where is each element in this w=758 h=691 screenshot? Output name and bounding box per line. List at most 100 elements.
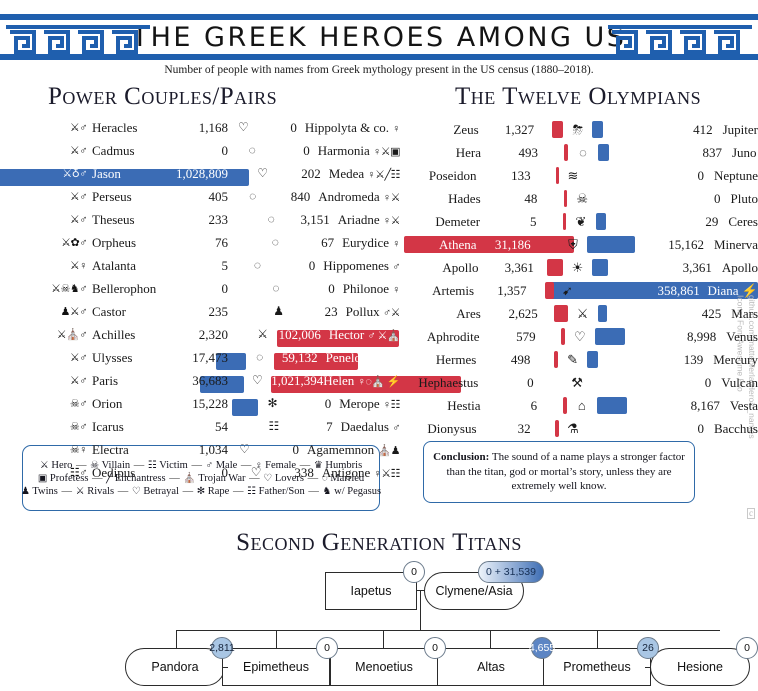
relationship-icon: ◌ [272, 281, 280, 295]
legend-icon: ☷ [247, 485, 257, 497]
legend-icon: ♟ [20, 485, 30, 497]
titan-node[interactable]: Hesione [650, 648, 750, 686]
titan-node[interactable]: Iapetus [325, 572, 417, 610]
tree-connector [176, 630, 720, 632]
legend-label: Victim [159, 459, 188, 471]
couple-right-value: 67 [321, 234, 335, 250]
legend-separator: — [188, 459, 205, 471]
legend-separator: — [73, 459, 90, 471]
olympian-attribute-icon: ❦ [575, 213, 587, 229]
heading-power-couples: Power Couples/Pairs [48, 83, 278, 110]
legend-separator: — [230, 485, 247, 497]
titan-node[interactable]: Epimetheus [222, 648, 330, 686]
titan-node-label: Prometheus [563, 660, 631, 674]
olympian-roman-bar-cell [595, 187, 681, 210]
titan-count-badge: 26 [637, 637, 659, 659]
relationship-icon: ♡ [257, 166, 269, 180]
tree-connector [420, 591, 422, 630]
couple-row: ⚔⛪♂ Achilles 2,320 ⚔ 102,006 Hector ♂ ⚔⛪ [0, 323, 400, 347]
couple-right-name: Pollux ♂⚔ [345, 303, 401, 319]
couple-left-side: ⚔♂ Heracles 1,168 [0, 120, 234, 136]
left-value-bar [231, 398, 258, 416]
olympian-greek-name: Dionysus [427, 420, 477, 436]
tree-connector [417, 590, 425, 592]
olympian-roman-bar-cell [579, 279, 657, 302]
couple-left-side: ⚔♂ Cadmus 0 [0, 143, 239, 159]
couple-left-value: 405 [208, 188, 229, 204]
couple-row: ⚔♂ Heracles 1,168 ♡ 0 Hippolyta & co. ♀ [0, 116, 401, 139]
couple-right-side: 0 Hippomenes ♂ [271, 258, 401, 274]
legend-separator: — [297, 459, 313, 471]
olympian-roman-value: 3,361 [682, 259, 712, 275]
couple-right-value: 1,021,394 [271, 372, 324, 388]
olympian-roman-bar-cell [594, 210, 679, 233]
right-value-bar [276, 329, 399, 347]
titan-node[interactable]: Prometheus [543, 648, 651, 686]
olympian-roman-bar [595, 213, 606, 230]
legend-label: Married [330, 472, 365, 484]
olympian-row: Hephaestus 0 ⚒ 0 Vulcan [404, 371, 758, 394]
couple-right-value: 0 [324, 395, 332, 411]
olympian-row: Artemis 1,357 ➹ 358,861 Diana ⚡ [404, 279, 758, 302]
olympian-roman-bar [591, 259, 608, 276]
couple-right-name: Daedalus ♂ [340, 418, 401, 434]
couple-left-name: Oedipus [92, 464, 136, 480]
couple-left-value: 5 [221, 257, 229, 273]
olympian-greek-bar-cell [534, 118, 565, 141]
olympian-roman-value: 0 [714, 190, 721, 206]
couple-right-icons: ♂ [392, 260, 400, 273]
couple-right-value: 840 [290, 188, 311, 204]
couple-left-name: Jason [92, 165, 121, 181]
olympian-row: Hades 48 ☠ 0 Pluto [404, 187, 758, 210]
olympian-greek-bar [562, 397, 567, 414]
relationship-icon: ♡ [239, 442, 250, 456]
olympian-greek-name: Hestia [447, 397, 481, 413]
titan-count-badge: 0 [736, 637, 758, 659]
couple-right-side: 0 Hippolyta & co. ♀ [253, 120, 400, 136]
olympian-roman-bar [597, 305, 607, 322]
couple-right-side: 102,006 Hector ♂ ⚔⛪ [276, 327, 400, 347]
couple-row: ♟⚔♂ Castor 235 ♟ 23 Pollux ♂⚔ [0, 300, 401, 323]
couple-right-name: Helen ♀◌⛪ ⚡ [323, 372, 401, 388]
olympian-row: Demeter 5 ❦ 29 Ceres [404, 210, 758, 233]
legend-icon: ▣ [37, 472, 48, 484]
olympian-greek-bar [563, 213, 567, 230]
olympian-greek-bar [553, 305, 568, 322]
twelve-olympians-table: Zeus 1,327 ⛈ 412 Jupiter Hera 493 ◌ 837 Juno Posei… [404, 118, 758, 440]
olympian-greek-value: 48 [524, 190, 538, 206]
olympian-greek-bar [552, 121, 564, 138]
couple-left-name: Perseus [92, 188, 132, 204]
olympian-greek-value: 1,327 [504, 121, 535, 137]
couple-left-side: ⚔♂ Perseus 405 [0, 189, 239, 205]
relationship-icon: ◌ [248, 143, 256, 157]
legend-icon: ♞ [322, 485, 332, 497]
relationship-icon: ♟ [273, 304, 285, 318]
olympian-roman-bar-cell [585, 417, 666, 440]
couple-left-side: ⚔✿♂ Orpheus 76 [0, 235, 260, 251]
olympian-greek-value: 579 [516, 328, 536, 344]
couple-left-name: Paris [92, 372, 118, 388]
olympian-roman-value: 425 [701, 305, 722, 321]
titan-node[interactable]: Pandora [125, 648, 225, 686]
olympian-greek-bar [555, 167, 559, 184]
couple-left-side: ⚔♁♂ Jason 1,028,809 [0, 165, 249, 186]
legend-icon: ♂ [205, 459, 214, 471]
legend-separator: — [166, 472, 183, 484]
couple-left-icons: ☷♂ [69, 467, 88, 479]
olympian-greek-name: Zeus [453, 121, 479, 137]
titan-node[interactable]: Menoetius [330, 648, 438, 686]
olympian-greek-value: 32 [517, 420, 531, 436]
couple-right-icons: ♀◌⛪ ⚡ [357, 375, 401, 388]
olympian-attribute-icon: ◌ [579, 144, 587, 160]
left-value-bar [215, 352, 246, 370]
couple-right-value: 338 [294, 464, 314, 480]
olympian-greek-bar [544, 282, 554, 299]
couple-left-value: 54 [215, 418, 228, 434]
couple-right-side: 0 Harmonia ♀⚔▣ [266, 143, 400, 159]
couple-left-name: Castor [92, 303, 126, 319]
tree-connector [276, 630, 278, 648]
olympian-greek-value: 31,186 [494, 236, 531, 252]
couple-left-side: ⚔⛪♂ Achilles 2,320 [0, 327, 249, 343]
legend-box: ⚔ Hero — ☠ Villain — ☷ Victim — ♂ Male —… [20, 445, 381, 511]
couple-left-name: Electra [92, 441, 129, 457]
